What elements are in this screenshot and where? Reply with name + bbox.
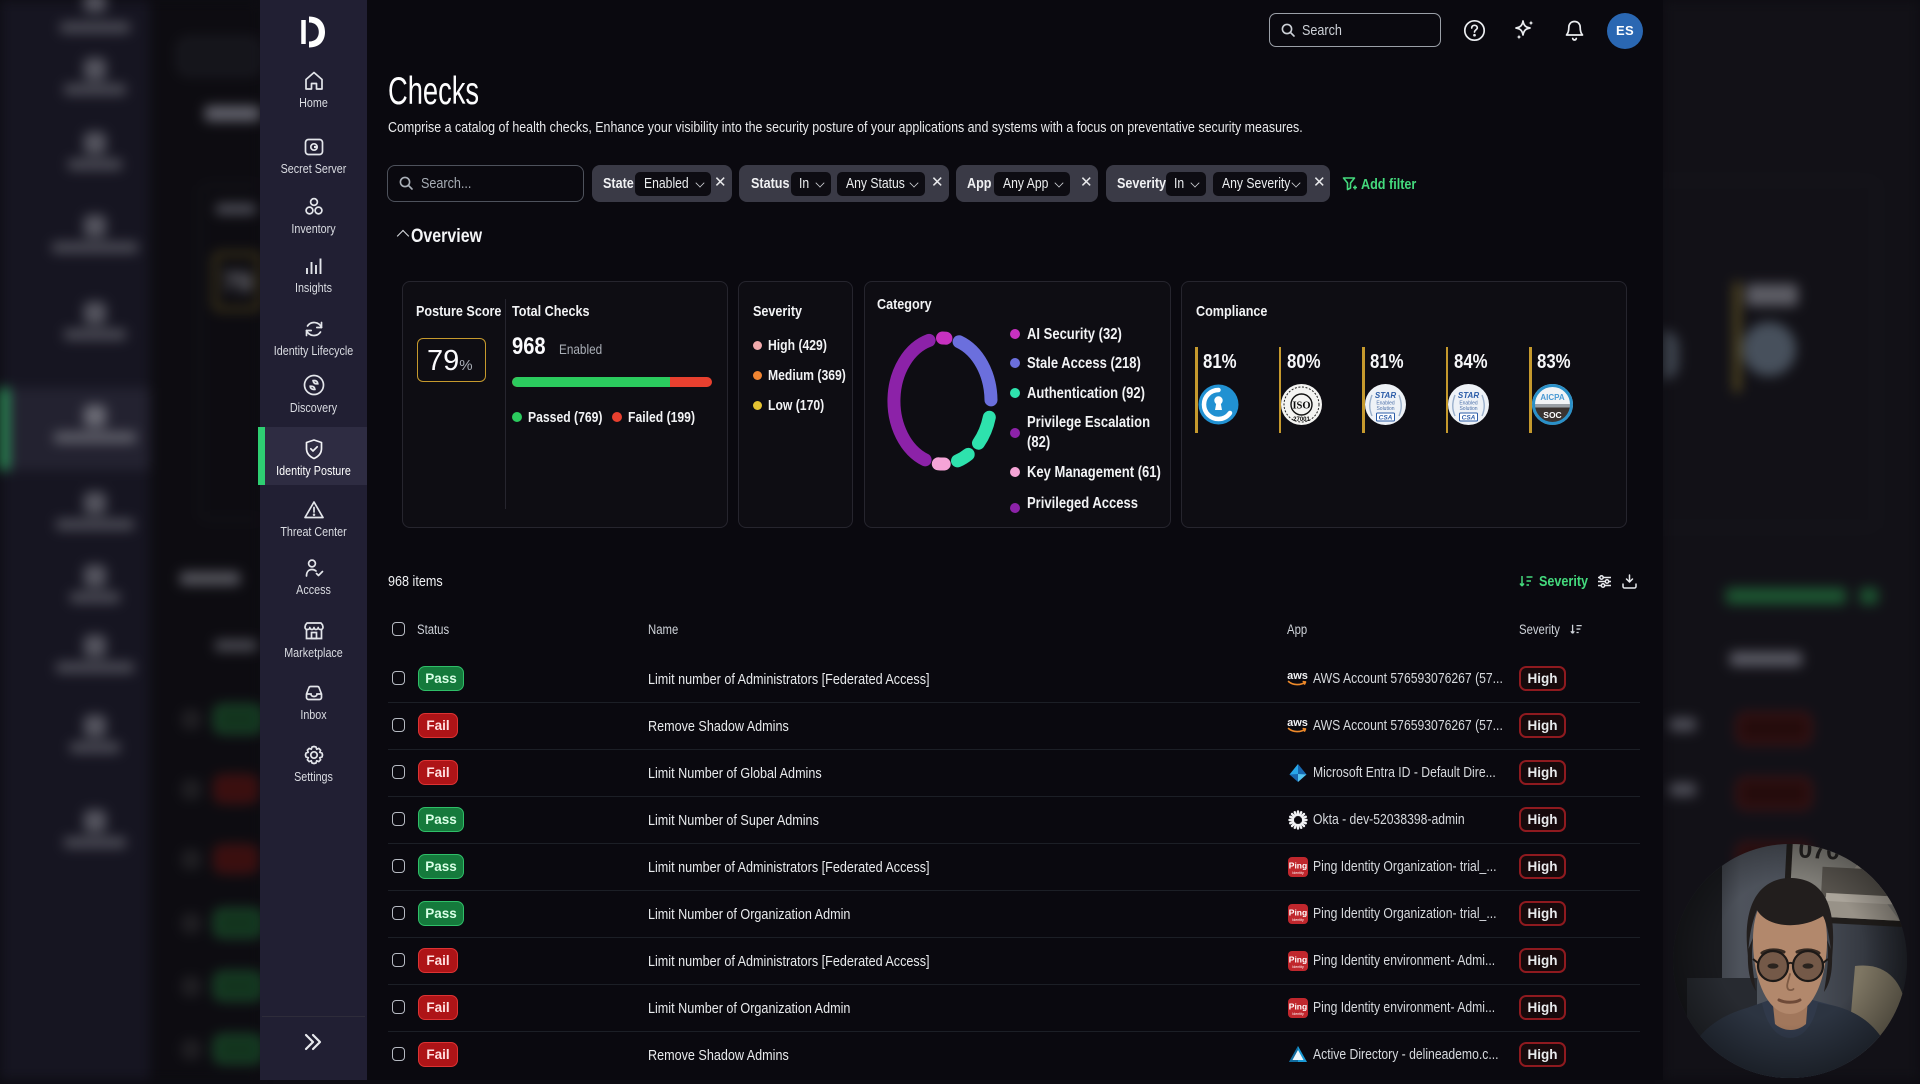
svg-text:Ping: Ping — [1289, 908, 1307, 918]
svg-text:AICPA: AICPA — [1540, 393, 1565, 402]
svg-text:CSA: CSA — [1462, 415, 1476, 422]
svg-text:Identity: Identity — [1292, 1012, 1304, 1016]
svg-text:Solution: Solution — [1376, 406, 1394, 412]
svg-text:Ping: Ping — [1289, 955, 1307, 965]
svg-text:Identity: Identity — [1292, 871, 1304, 875]
svg-text:STAR: STAR — [1458, 391, 1479, 400]
svg-text:ISO: ISO — [1292, 401, 1310, 412]
svg-text:aws: aws — [1287, 717, 1308, 729]
svg-text:Ping: Ping — [1289, 1002, 1307, 1012]
svg-text:Identity: Identity — [1292, 965, 1304, 969]
svg-text:Solution: Solution — [1459, 406, 1477, 412]
svg-text:CSA: CSA — [1379, 415, 1393, 422]
svg-text:Enabled: Enabled — [1376, 401, 1395, 407]
svg-text:Identity: Identity — [1292, 918, 1304, 922]
svg-text:Ping: Ping — [1289, 861, 1307, 871]
svg-text:27001: 27001 — [1293, 417, 1310, 423]
svg-text:aws: aws — [1287, 670, 1308, 682]
svg-text:STAR: STAR — [1375, 391, 1396, 400]
svg-text:SOC: SOC — [1543, 410, 1561, 420]
svg-text:Enabled: Enabled — [1459, 401, 1478, 407]
